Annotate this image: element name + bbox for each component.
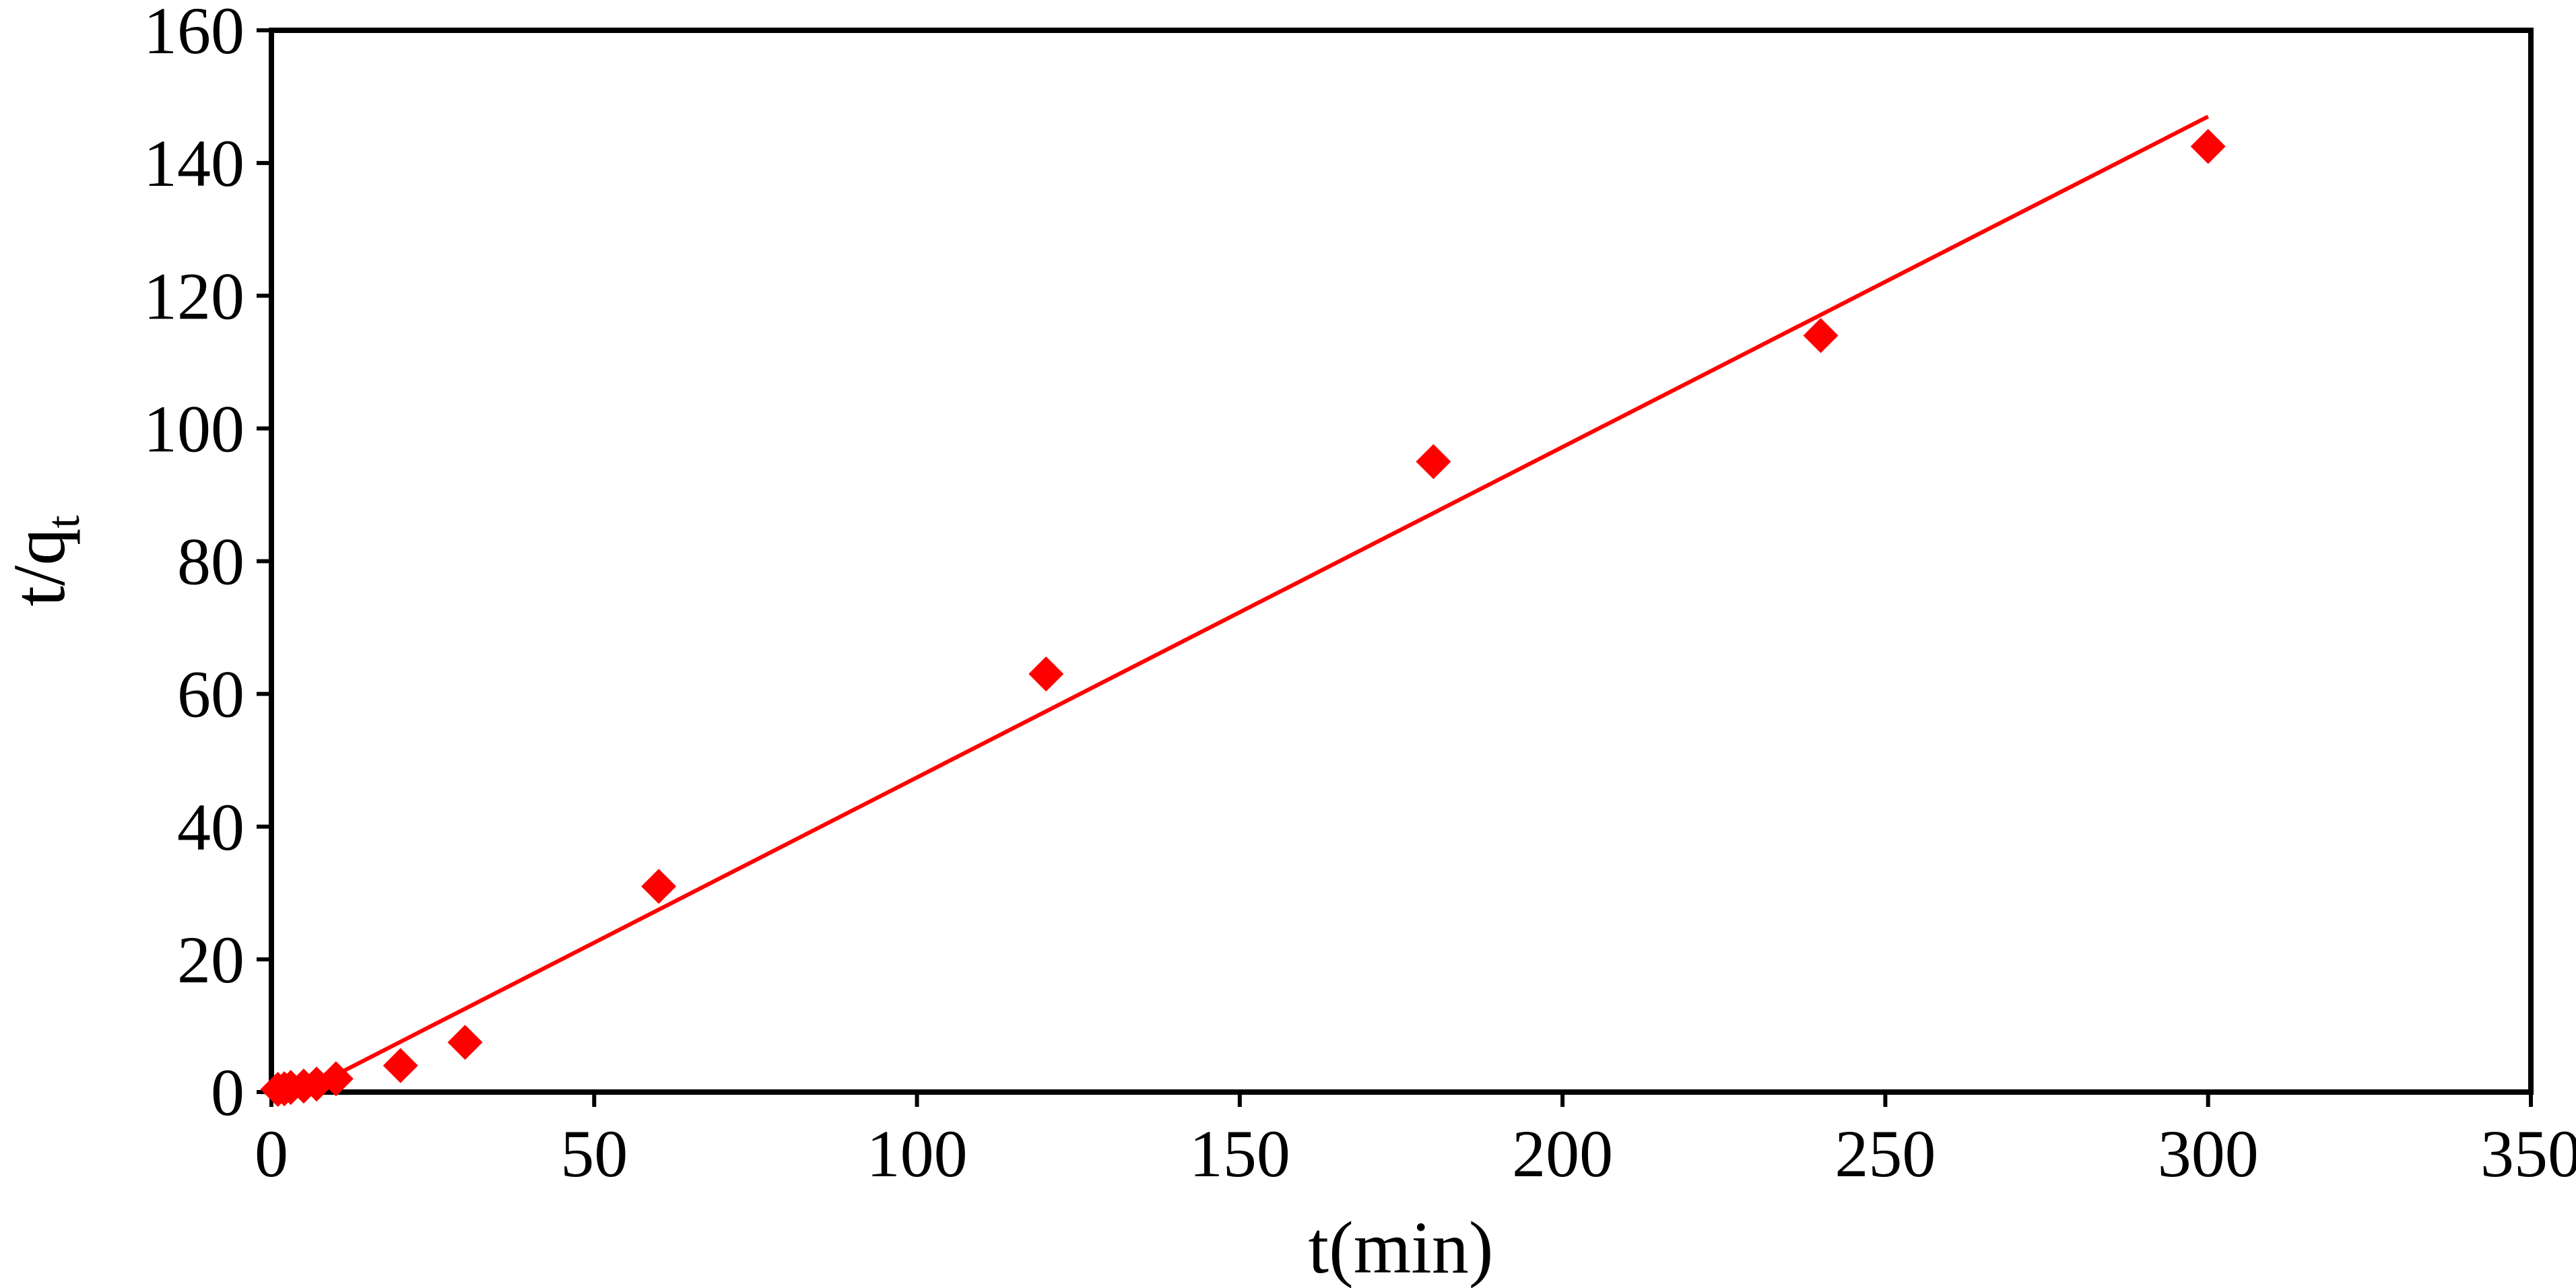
y-tick-label: 140 [143,126,244,201]
y-axis: 0 20 40 60 80 100 120 140 160 [143,0,271,1130]
data-point [318,1061,354,1097]
y-tick-label: 40 [177,790,244,865]
data-point [1416,444,1451,479]
fit-line-group [335,114,2210,1077]
x-axis: 0 50 100 150 200 250 300 350 [255,1092,2576,1191]
x-tick-label: 50 [560,1116,628,1191]
data-point [447,1025,483,1060]
y-tick-label: 60 [177,657,244,732]
x-tick-label: 300 [2158,1116,2259,1191]
y-axis-title-main: t/q [0,529,80,607]
data-point [2190,129,2226,164]
y-axis-title: t/qt [0,515,90,607]
x-axis-title: t(min) [1309,1207,1494,1288]
data-point [641,869,677,904]
y-tick-label: 20 [177,922,244,997]
x-tick-label: 250 [1835,1116,1936,1191]
x-tick-label: 350 [2480,1116,2576,1191]
fit-line [335,114,2210,1077]
data-point [383,1048,418,1083]
y-tick-label: 0 [211,1055,244,1130]
y-tick-label: 160 [143,0,244,68]
x-tick-label: 0 [255,1116,288,1191]
x-tick-label: 150 [1189,1116,1290,1191]
y-tick-label: 80 [177,524,244,599]
data-point [1803,318,1839,353]
y-tick-label: 120 [143,259,244,333]
x-tick-label: 100 [867,1116,968,1191]
data-point [1028,656,1064,692]
y-tick-label: 100 [143,391,244,466]
y-axis-title-subscript: t [38,515,90,529]
x-tick-label: 200 [1512,1116,1613,1191]
data-points [260,129,2226,1108]
